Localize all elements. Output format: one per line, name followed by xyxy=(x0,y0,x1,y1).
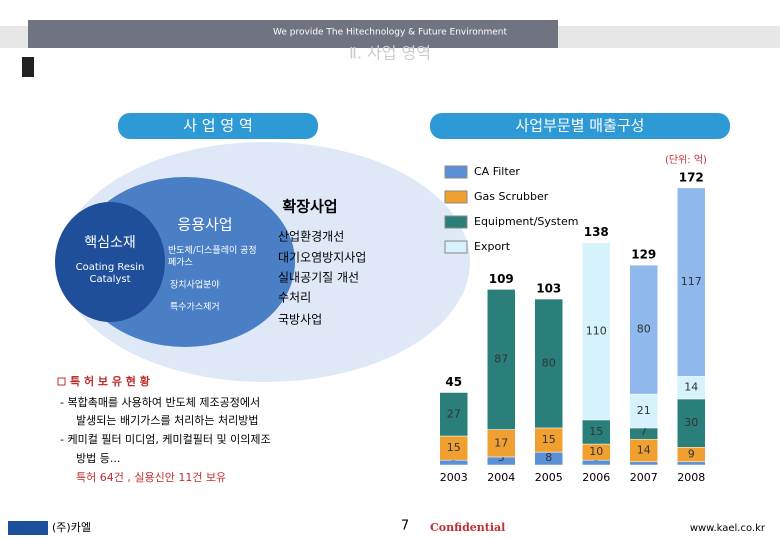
data-label: 10 xyxy=(589,445,603,458)
core-ellipse xyxy=(55,202,165,322)
data-label: 80 xyxy=(542,357,556,370)
app-item: 장치사업분야 xyxy=(170,279,220,291)
banner xyxy=(430,113,730,139)
chart-title: 사업부문별 매출구성 xyxy=(516,117,645,135)
bar-segment xyxy=(487,289,516,430)
logo xyxy=(8,521,48,535)
bar-segment xyxy=(487,429,516,458)
legend-label: Gas Scrubber xyxy=(474,190,549,203)
exp-item: 산업환경개선 xyxy=(278,230,344,244)
exp-item: 대기오염방지사업 xyxy=(278,251,366,265)
data-label: 80 xyxy=(637,323,651,336)
bar-segment xyxy=(582,419,611,445)
exp-item: 실내공기질 개선 xyxy=(278,271,359,285)
bar-segment xyxy=(534,427,563,453)
legend-swatch xyxy=(444,165,468,179)
banner xyxy=(118,113,318,139)
banner-text: 사 업 영 역 xyxy=(183,117,253,135)
patent-line: 특허 64건 , 실용신안 11건 보유 xyxy=(76,471,226,484)
bar-segment xyxy=(629,393,658,429)
data-label: 17 xyxy=(494,436,508,449)
unit: (단위: 억) xyxy=(665,153,707,166)
legend-swatch xyxy=(444,215,468,229)
legend-label: Equipment/System xyxy=(474,215,578,228)
data-label: 15 xyxy=(447,441,461,454)
data-label: 15 xyxy=(542,433,556,446)
x-tick-label: 2003 xyxy=(440,471,468,484)
bar-segment xyxy=(629,264,658,395)
patent-line: - 복합촉매를 사용하여 반도체 제조공정에서 xyxy=(60,395,260,409)
bullet xyxy=(57,377,66,386)
patent-line: 발생되는 배기가스를 처리하는 처리방법 xyxy=(76,413,259,427)
data-label: 110 xyxy=(586,324,607,337)
data-label: 5 xyxy=(498,451,505,464)
bar-segment xyxy=(582,242,611,421)
bar-segment xyxy=(439,435,468,461)
legend-label: CA Filter xyxy=(474,165,520,178)
exp-item: 수처리 xyxy=(278,291,311,305)
x-tick-label: 2005 xyxy=(535,471,563,484)
patent-line: 방법 등... xyxy=(76,452,120,465)
patent-title: 특 허 보 유 현 황 xyxy=(70,374,150,388)
url: www.kael.co.kr xyxy=(690,523,766,534)
data-label: 87 xyxy=(494,352,508,365)
header-dark xyxy=(28,20,558,48)
x-tick-label: 2008 xyxy=(677,471,705,484)
company: (주)카엘 xyxy=(52,521,91,534)
data-label: 27 xyxy=(447,407,461,420)
data-label: 14 xyxy=(637,444,651,457)
label: 응용사업 xyxy=(177,216,232,234)
data-label: 21 xyxy=(637,404,651,417)
legend-label: Export xyxy=(474,240,511,253)
data-label: 15 xyxy=(589,425,603,438)
app-item-text: 반도체/디스플레이 공정폐가스 xyxy=(168,246,257,268)
page-number: 7 xyxy=(401,519,409,534)
x-tick-label: 2006 xyxy=(582,471,610,484)
patent-line: - 케미컬 필터 미디엄, 케미컬필터 및 이의제조 xyxy=(60,433,271,446)
bar-segment xyxy=(534,298,563,429)
total-label: 172 xyxy=(679,170,704,184)
tagline: We provide The Hitechnology & Future Env… xyxy=(273,28,507,38)
x-tick-label: 2007 xyxy=(630,471,658,484)
core-detail-text: Coating Resin Catalyst xyxy=(75,262,145,285)
exp-item: 국방사업 xyxy=(278,313,322,327)
label: 확장사업 xyxy=(282,198,337,216)
confidential: Confidential xyxy=(430,521,505,534)
total-label: 138 xyxy=(584,225,609,239)
data-label: 9 xyxy=(688,448,695,461)
data-label: 8 xyxy=(545,451,552,464)
bar-segment xyxy=(439,392,468,437)
total-label: 109 xyxy=(489,272,514,286)
data-label: 117 xyxy=(681,275,702,288)
total-label: 129 xyxy=(631,248,656,262)
legend-swatch xyxy=(444,190,468,204)
slide-title: Ⅱ. 사업 영역 xyxy=(349,44,431,63)
total-label: 45 xyxy=(445,375,462,389)
legend-swatch xyxy=(444,240,468,254)
data-label: 7 xyxy=(640,425,647,438)
total-label: 103 xyxy=(536,282,561,296)
x-tick-label: 2004 xyxy=(487,471,515,484)
data-label: 14 xyxy=(684,381,698,394)
data-label: 30 xyxy=(684,416,698,429)
core-detail: Coating Resin Catalyst xyxy=(75,262,145,285)
title-marker xyxy=(22,57,34,77)
app-item: 특수가스제거 xyxy=(170,302,220,313)
bar-segment xyxy=(677,187,706,377)
app-item: 반도체/디스플레이 공정폐가스 xyxy=(168,246,257,268)
label: 핵심소재 xyxy=(84,235,136,251)
